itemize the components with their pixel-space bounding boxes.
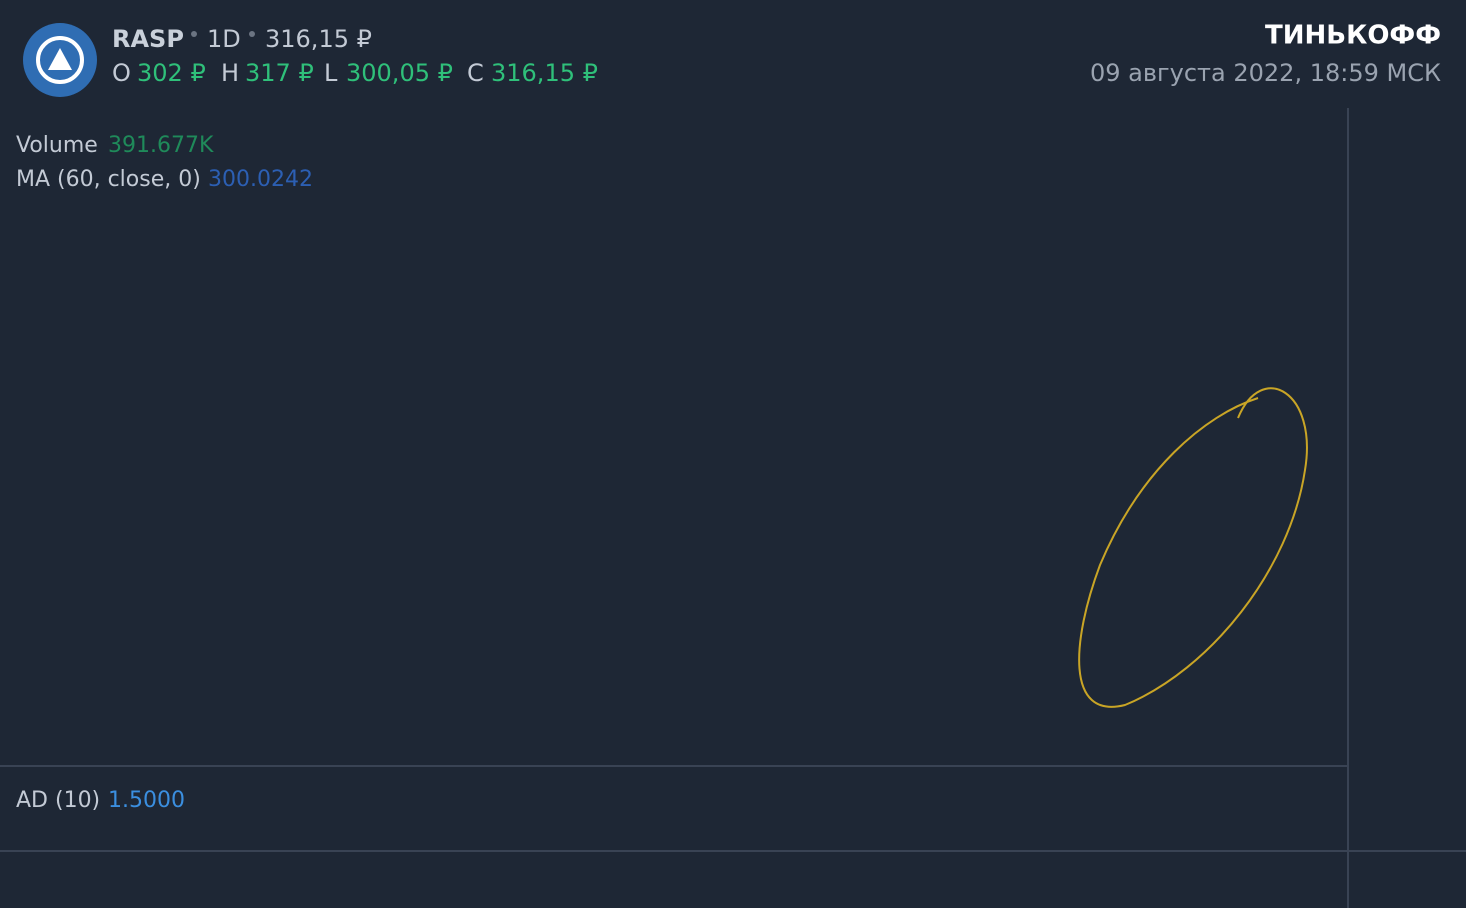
last-price: 316,15 ₽ (265, 25, 372, 53)
volume-legend-value: 391.677K (108, 133, 214, 158)
close-value: 316,15 ₽ (491, 59, 598, 87)
hand-drawn-ellipse (1078, 387, 1308, 708)
low-value: 300,05 ₽ (346, 59, 453, 87)
close-key: C (467, 59, 484, 87)
datetime: 09 августа 2022, 18:59 МСК (1090, 59, 1441, 87)
ma-legend-value: 300.0242 (208, 167, 313, 192)
logo-mark (48, 48, 72, 70)
open-key: O (112, 59, 131, 87)
ma-legend: MA (60, close, 0) (16, 167, 201, 192)
brand: ТИНЬКОФФ (1265, 21, 1441, 51)
dot (249, 31, 255, 37)
interval: 1D (207, 25, 241, 53)
high-key: H (221, 59, 239, 87)
high-value: 317 ₽ (245, 59, 314, 87)
ad-legend-value: 1.5000 (108, 788, 185, 813)
low-key: L (324, 59, 338, 87)
open-value: 302 ₽ (137, 59, 206, 87)
ad-legend: AD (10) (16, 788, 100, 813)
dot (191, 31, 197, 37)
ticker: RASP (112, 25, 184, 53)
logo-ring (36, 36, 84, 84)
volume-legend: Volume (16, 133, 98, 158)
